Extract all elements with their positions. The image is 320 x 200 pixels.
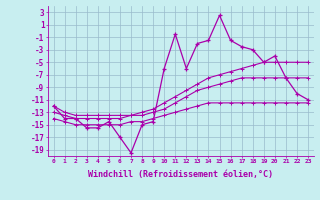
X-axis label: Windchill (Refroidissement éolien,°C): Windchill (Refroidissement éolien,°C) (88, 170, 273, 179)
